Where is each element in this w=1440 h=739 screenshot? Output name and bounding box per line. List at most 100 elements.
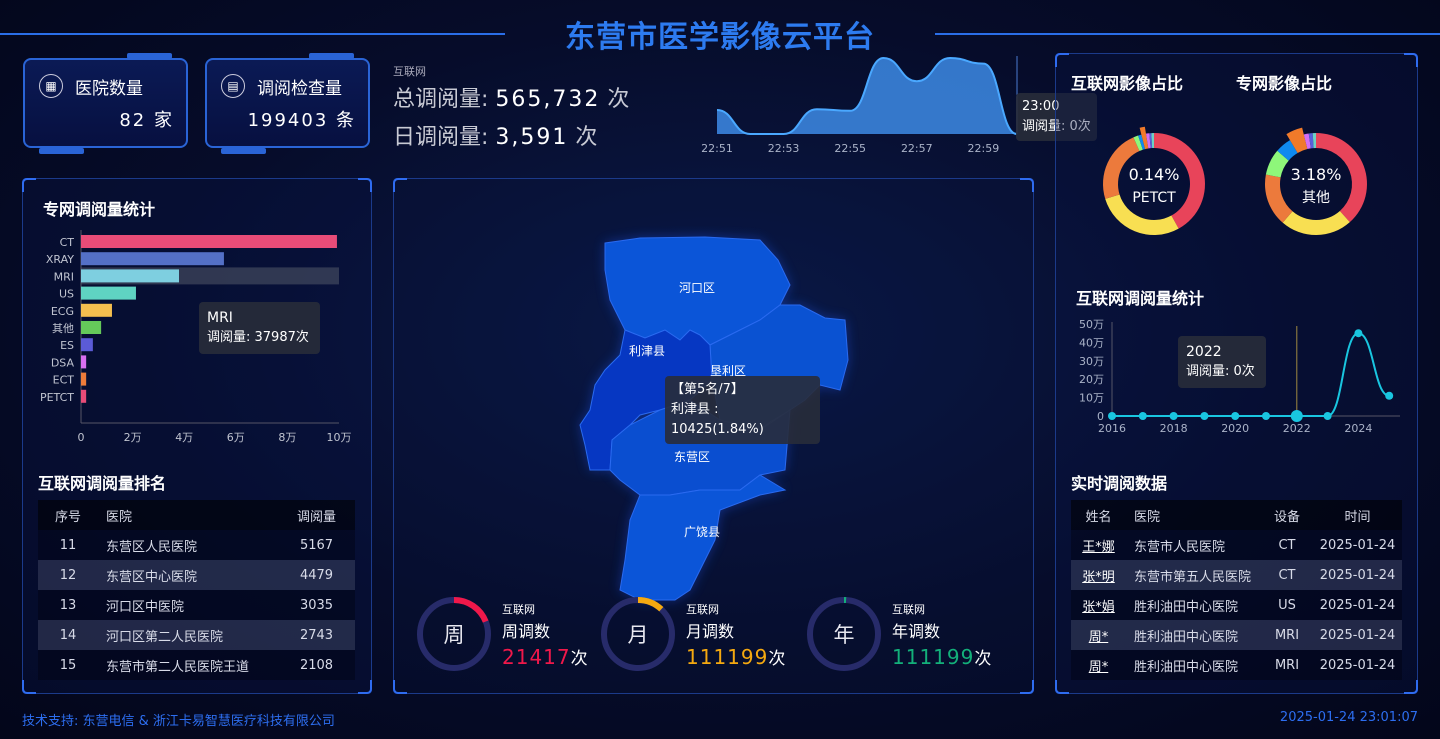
stat-value: 111199 bbox=[686, 645, 769, 669]
data-point[interactable] bbox=[1138, 412, 1147, 420]
card-value: 82 家 bbox=[119, 110, 174, 131]
data-point[interactable] bbox=[1262, 412, 1270, 420]
donut-slice[interactable] bbox=[1138, 134, 1146, 150]
bar-其他[interactable] bbox=[81, 321, 102, 334]
x-tick: 22:51 bbox=[701, 142, 733, 155]
table-row[interactable]: 15 东营市第二人民医院王道 2108 bbox=[38, 650, 355, 680]
frame-corner bbox=[1404, 680, 1418, 694]
donut-slice[interactable] bbox=[1277, 140, 1298, 161]
category-label: ES bbox=[60, 339, 74, 352]
data-point[interactable] bbox=[1169, 412, 1178, 420]
bar-XRAY[interactable] bbox=[81, 252, 224, 266]
region-label: 利津县 bbox=[629, 344, 665, 358]
donut-slice[interactable] bbox=[1103, 137, 1140, 199]
x-tick: 10万 bbox=[327, 431, 352, 444]
data-point[interactable] bbox=[1231, 412, 1240, 420]
donut-slice[interactable] bbox=[1145, 133, 1151, 149]
data-point[interactable] bbox=[1354, 329, 1363, 338]
table-row[interactable]: 王*娜 东营市人民医院 CT 2025-01-24 bbox=[1071, 530, 1402, 560]
donut-slice[interactable] bbox=[1316, 133, 1367, 223]
donut-slice[interactable] bbox=[1133, 135, 1143, 152]
hospital-icon: ▦ bbox=[39, 74, 63, 98]
private-bar-title: 专网调阅量统计 bbox=[43, 200, 156, 219]
donut-chart[interactable]: 3.18% 其他 bbox=[1246, 114, 1386, 254]
donut-slice[interactable] bbox=[1154, 133, 1205, 229]
table-cell: 东营市人民医院 bbox=[1134, 539, 1226, 555]
stat-card: ▤ 调阅检查量 199403 条 bbox=[205, 53, 370, 154]
donut-slice[interactable] bbox=[1286, 127, 1308, 154]
private-bar-chart[interactable]: CT XRAY MRI US ECG 其他 ES DSA ECT PETCT 0 2万 4万 6万 8万 10… bbox=[20, 225, 370, 450]
data-point[interactable] bbox=[1385, 391, 1394, 400]
stat-unit: 次 bbox=[570, 649, 588, 669]
realtime-area-chart[interactable]: 22:51 22:53 22:55 22:57 22:59 bbox=[700, 50, 1040, 160]
stat-label: 月调数 bbox=[686, 622, 735, 641]
donut-slice[interactable] bbox=[1312, 133, 1316, 149]
table-row[interactable]: 张*明 东营市第五人民医院 CT 2025-01-24 bbox=[1071, 560, 1402, 590]
column-header: 序号 bbox=[54, 509, 81, 525]
data-point[interactable] bbox=[1200, 412, 1209, 420]
bar-ES[interactable] bbox=[81, 338, 93, 352]
table-cell[interactable]: 周* bbox=[1088, 659, 1109, 675]
ranking-table: 序号 医院 调阅量 11 东营区人民医院 5167 12 东营区中心医院 4479 13 河口区中医… bbox=[38, 500, 355, 680]
tooltip-line: 利津县 : 10425(1.84%) bbox=[671, 402, 764, 437]
ring-progress bbox=[417, 597, 491, 671]
table-cell: 河口区中医院 bbox=[106, 599, 185, 615]
donut-title: 专网影像占比 bbox=[1236, 74, 1333, 93]
donut-slice[interactable] bbox=[1303, 133, 1311, 150]
stat-ring: 年 bbox=[807, 597, 881, 671]
donut-slice[interactable] bbox=[1139, 126, 1149, 150]
map-region[interactable] bbox=[579, 329, 713, 471]
bar-DSA[interactable] bbox=[81, 355, 87, 369]
category-label: CT bbox=[60, 236, 75, 249]
region-label: 广饶县 bbox=[684, 525, 720, 539]
bar-ECG[interactable] bbox=[81, 303, 112, 317]
ring-char: 月 bbox=[628, 623, 649, 647]
table-row[interactable]: 张*娟 胜利油田中心医院 US 2025-01-24 bbox=[1071, 590, 1402, 620]
table-row[interactable]: 11 东营区人民医院 5167 bbox=[38, 530, 355, 560]
net-line-chart[interactable]: 0 10万 20万 30万 40万 50万 2016 2018 2020 2022 2024 bbox=[1060, 312, 1430, 442]
table-cell[interactable]: 王*娜 bbox=[1082, 539, 1115, 555]
y-tick: 0 bbox=[1097, 410, 1104, 423]
bar-CT[interactable] bbox=[81, 235, 337, 248]
donut-slice[interactable] bbox=[1265, 174, 1293, 223]
table-row[interactable]: 周* 胜利油田中心医院 MRI 2025-01-24 bbox=[1071, 650, 1402, 680]
donut-slice[interactable] bbox=[1149, 133, 1153, 149]
table-cell: 14 bbox=[59, 627, 77, 643]
donut-name: 其他 bbox=[1302, 190, 1330, 206]
table-cell[interactable]: 张*明 bbox=[1082, 569, 1115, 585]
table-row[interactable]: 12 东营区中心医院 4479 bbox=[38, 560, 355, 590]
total-unit: 次 bbox=[607, 87, 630, 112]
donut-slice[interactable] bbox=[1105, 194, 1179, 235]
table-cell[interactable]: 周* bbox=[1088, 629, 1109, 645]
table-row[interactable]: 周* 胜利油田中心医院 MRI 2025-01-24 bbox=[1071, 620, 1402, 650]
table-row[interactable]: 14 河口区第二人民医院 2743 bbox=[38, 620, 355, 650]
bar-ECT[interactable] bbox=[81, 372, 87, 386]
data-point[interactable] bbox=[1323, 412, 1332, 420]
table-cell: 2025-01-24 bbox=[1319, 537, 1396, 553]
column-header: 调阅量 bbox=[296, 509, 336, 525]
header-line-left bbox=[0, 33, 505, 35]
donut-title: 互联网影像占比 bbox=[1071, 74, 1184, 93]
donut-slice[interactable] bbox=[1308, 133, 1314, 149]
bar-US[interactable] bbox=[81, 286, 136, 300]
donut-chart[interactable]: 0.14% PETCT bbox=[1084, 114, 1224, 254]
data-point[interactable] bbox=[1290, 410, 1303, 422]
bar-MRI[interactable] bbox=[81, 269, 180, 283]
stat-label: 周调数 bbox=[502, 622, 551, 641]
table-cell: 15 bbox=[59, 657, 77, 673]
table-cell: 2025-01-24 bbox=[1319, 627, 1396, 643]
footer-support: 技术支持: 东营电信 & 浙江卡易智慧医疗科技有限公司 bbox=[22, 714, 335, 729]
data-point[interactable] bbox=[1108, 412, 1116, 420]
donut-slice[interactable] bbox=[1265, 150, 1289, 178]
donut-slice[interactable] bbox=[1282, 210, 1350, 235]
ring-char: 年 bbox=[834, 623, 855, 647]
region-label: 河口区 bbox=[679, 281, 715, 295]
category-label: MRI bbox=[54, 270, 74, 283]
donut-slice[interactable] bbox=[1151, 133, 1154, 149]
bar-PETCT[interactable] bbox=[81, 389, 87, 403]
table-cell[interactable]: 张*娟 bbox=[1082, 599, 1115, 615]
table-row[interactable]: 13 河口区中医院 3035 bbox=[38, 590, 355, 620]
x-tick: 2018 bbox=[1160, 422, 1188, 435]
table-cell: 2108 bbox=[299, 657, 334, 673]
map-region[interactable] bbox=[619, 474, 787, 601]
